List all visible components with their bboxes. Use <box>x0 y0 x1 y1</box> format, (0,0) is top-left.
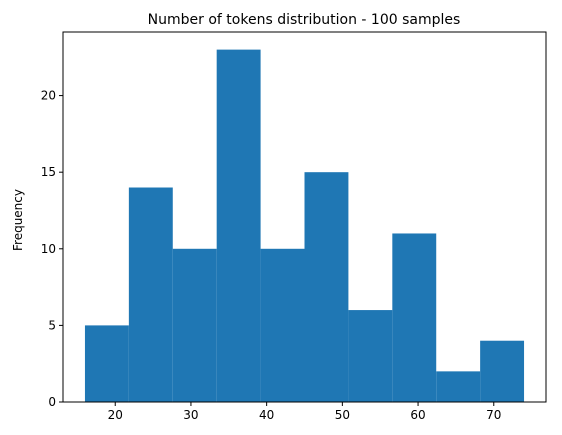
x-axis-ticks: 20 30 40 50 60 70 <box>108 402 501 422</box>
y-tick-label: 0 <box>48 395 56 409</box>
histogram-bar <box>436 371 481 402</box>
histogram-bar <box>480 340 525 402</box>
plot-frame <box>62 31 547 403</box>
histogram-bar <box>260 248 305 402</box>
y-tick-label: 20 <box>41 89 56 103</box>
histogram-bar <box>172 248 217 402</box>
histogram-bar <box>128 187 173 402</box>
bars-group <box>84 49 525 402</box>
y-tick-label: 15 <box>41 165 56 179</box>
x-tick-label: 60 <box>410 408 425 422</box>
histogram-bar <box>348 310 393 402</box>
histogram-bar <box>84 325 129 402</box>
y-tick-label: 10 <box>41 242 56 256</box>
x-tick-label: 40 <box>259 408 274 422</box>
y-axis-ticks: 0 5 10 15 20 <box>41 89 63 409</box>
x-tick-label: 50 <box>335 408 350 422</box>
x-tick-label: 20 <box>108 408 123 422</box>
x-tick-label: 70 <box>486 408 501 422</box>
histogram-bar <box>392 233 437 402</box>
y-tick-label: 5 <box>48 318 56 332</box>
histogram-bar <box>216 49 261 402</box>
x-tick-label: 30 <box>183 408 198 422</box>
y-axis-label: Frequency <box>11 189 25 251</box>
histogram-bar <box>304 172 349 402</box>
chart-title: Number of tokens distribution - 100 samp… <box>148 12 461 28</box>
